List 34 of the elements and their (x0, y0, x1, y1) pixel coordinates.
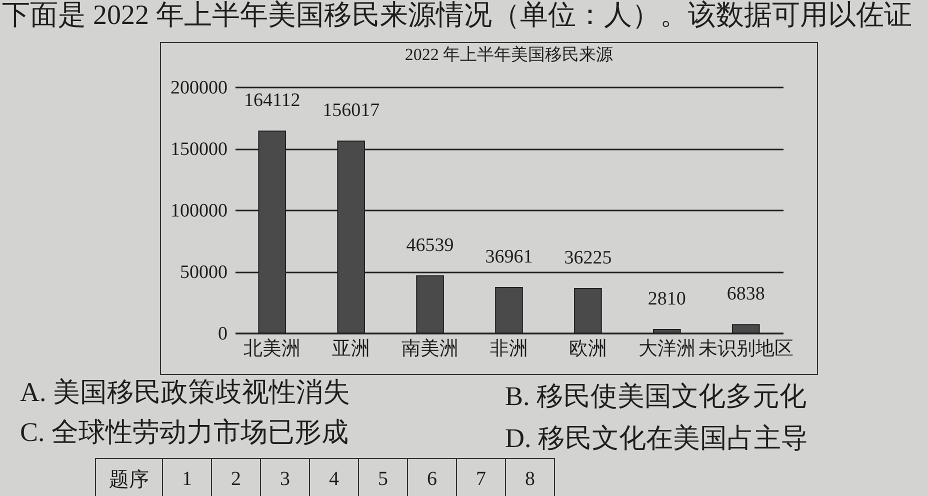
text: D. 移民文化在美国占主导 (505, 423, 808, 454)
text: B. 移民使美国文化多元化 (505, 381, 807, 412)
table-cell: 1 (162, 458, 212, 496)
table-cell: 8 (506, 458, 554, 496)
table-cell: 2 (212, 458, 260, 496)
x-tick-label: 大洋洲 (638, 338, 696, 360)
x-tick-label: 欧洲 (568, 338, 607, 360)
data-label: 6838 (726, 284, 765, 305)
y-tick-label: 200000 (170, 78, 228, 98)
x-tick-label: 北美洲 (244, 338, 301, 360)
data-label: 164112 (244, 90, 300, 112)
table-cell: 题序 (96, 458, 162, 496)
data-label: 2810 (648, 288, 686, 310)
y-tick-label: 150000 (170, 139, 228, 160)
text: C. 全球性劳动力市场已形成 (20, 417, 349, 448)
table-cell: 4 (310, 458, 358, 496)
x-tick-label: 非洲 (490, 338, 528, 360)
data-label: 36961 (485, 246, 533, 268)
table-cell: 6 (408, 458, 456, 496)
chart-title: 2022 年上半年美国移民来源 (404, 45, 614, 64)
data-label: 36225 (564, 247, 612, 268)
data-label: 156017 (322, 100, 380, 122)
y-tick-label: 100000 (170, 200, 228, 222)
y-tick-label: 50000 (180, 262, 228, 283)
y-tick-label: 0 (218, 324, 228, 344)
table-cell: 3 (260, 458, 310, 496)
table-cell: 5 (358, 458, 408, 496)
data-label: 46539 (406, 234, 454, 256)
text: 下面是 2022 年上半年美国移民来源情况（单位：人）。该数据可用以佐证 (2, 0, 912, 32)
x-tick-label: 未识别地区 (698, 338, 794, 360)
x-tick-label: 南美洲 (402, 338, 459, 360)
table-cell: 7 (456, 458, 506, 496)
text: A. 美国移民政策歧视性消失 (20, 377, 350, 408)
x-tick-label: 亚洲 (332, 338, 370, 360)
